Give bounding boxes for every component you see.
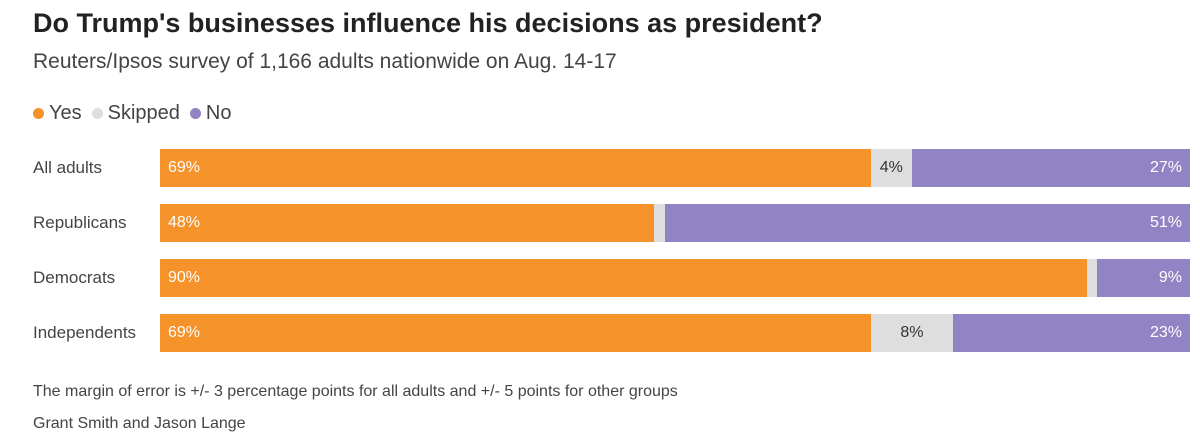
data-label: 8% [900,324,924,341]
bar-segment-skipped: 8% [870,314,954,352]
chart-title: Do Trump's businesses influence his deci… [33,8,823,38]
bar-segment-no: 23% [953,314,1190,352]
data-label: 9% [1158,269,1182,286]
bar-segment-yes: 69% [160,314,871,352]
bar-segment-no: 27% [911,149,1190,187]
row-label: Democrats [33,268,116,287]
data-label: 27% [1149,159,1182,176]
legend-swatch [189,108,201,119]
bar-segment-yes: 90% [160,259,1087,297]
bar-segment-no: 51% [664,204,1190,242]
chart-legend: Yes Skipped No [33,102,242,125]
data-label: 69% [168,324,201,341]
byline: Grant Smith and Jason Lange [33,415,246,432]
bar-row: 69% 8% 23% [160,314,1190,352]
data-label: 23% [1149,324,1182,341]
legend-swatch [33,108,44,119]
bar-row: 90% 9% [160,259,1190,297]
data-label: 69% [168,159,201,176]
legend-item-yes: Yes [33,102,82,125]
bar-segment-yes: 69% [160,149,871,187]
bar-segment-skipped [1087,259,1098,297]
data-label: 4% [879,159,903,176]
legend-label: Skipped [107,102,180,124]
legend-label: Yes [49,102,82,124]
bar-row: 48% 51% [160,204,1190,242]
bar-row: 69% 4% 27% [160,149,1190,187]
legend-label: No [205,102,232,124]
footnote: The margin of error is +/- 3 percentage … [33,383,678,400]
legend-item-no: No [189,102,232,125]
row-label: All adults [33,158,102,177]
data-label: 51% [1149,214,1182,231]
bar-segment-skipped: 4% [870,149,912,187]
row-label: Independents [33,323,137,342]
legend-item-skipped: Skipped [91,102,180,125]
legend-swatch [91,108,103,119]
data-label: 90% [168,269,201,286]
bar-segment-yes: 48% [160,204,655,242]
bar-segment-skipped [654,204,665,242]
row-label: Republicans [33,213,127,232]
bar-segment-no: 9% [1097,259,1190,297]
data-label: 48% [168,214,201,231]
chart-subtitle: Reuters/Ipsos survey of 1,166 adults nat… [33,50,617,73]
